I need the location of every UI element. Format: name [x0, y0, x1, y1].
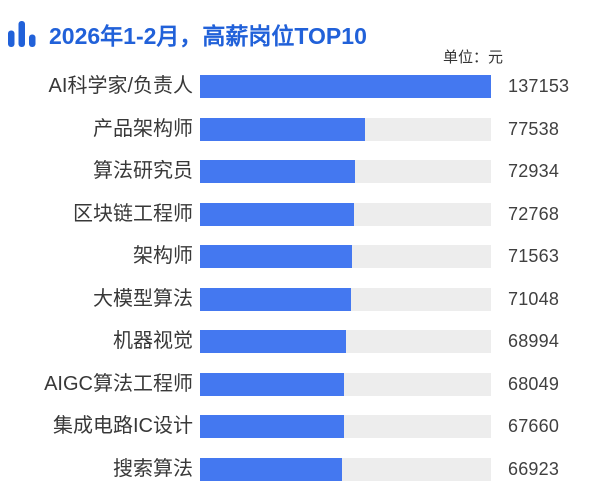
bar-label: AI科学家/负责人: [48, 75, 193, 97]
bar-label: 集成电路IC设计: [53, 415, 193, 437]
bar-fill: [200, 330, 347, 353]
bar-value: 68049: [508, 373, 560, 394]
bar-value: 72768: [508, 203, 560, 224]
page-header: 2026年1-2月，高薪岗位TOP10: [8, 17, 367, 51]
bar-value: 68994: [508, 331, 560, 351]
bar-row: 产品架构师 77538: [0, 117, 604, 141]
bar-fill: [200, 75, 491, 98]
bar-fill: [200, 202, 355, 226]
bar-value: 66923: [508, 458, 560, 479]
bar-row: 区块链工程师 72768: [0, 202, 604, 226]
bar-label: 搜索算法: [113, 457, 193, 480]
bar-value: 67660: [508, 416, 560, 436]
bar-track: [200, 202, 491, 226]
bar-label: 产品架构师: [93, 117, 193, 140]
bar-row: 大模型算法 71048: [0, 287, 604, 311]
bar-value: 72934: [508, 161, 560, 181]
bar-fill: [200, 160, 355, 183]
bar-label: AIGC算法工程师: [44, 372, 193, 395]
page-title: 2026年1-2月，高薪岗位TOP10: [49, 23, 367, 49]
bar-row: 搜索算法 66923: [0, 457, 604, 481]
bar-row: 集成电路IC设计 67660: [0, 415, 604, 438]
bar-label: 架构师: [133, 245, 193, 267]
bar-value: 71048: [508, 288, 560, 309]
bar-track: [200, 75, 491, 98]
bar-value: 77538: [508, 118, 560, 139]
bar-track: [200, 457, 491, 481]
unit-label: 单位：元: [442, 49, 503, 66]
bar-row: AI科学家/负责人 137153: [0, 75, 604, 98]
bar-track: [200, 287, 491, 311]
bar-track: [200, 117, 491, 141]
bar-row: 算法研究员 72934: [0, 160, 604, 183]
bar-row: 架构师 71563: [0, 245, 604, 268]
bar-rows: AI科学家/负责人 137153 产品架构师 77538 算法研究员 72934…: [0, 75, 604, 500]
bar-fill: [200, 287, 351, 311]
bar-value: 71563: [508, 246, 560, 266]
bar-fill: [200, 372, 345, 396]
bar-track: [200, 245, 491, 268]
bar-label: 机器视觉: [113, 330, 193, 352]
bar-chart-icon: [8, 21, 36, 47]
bar-label: 区块链工程师: [73, 202, 193, 225]
bar-track: [200, 330, 491, 353]
bar-fill: [200, 117, 365, 141]
bar-label: 算法研究员: [93, 160, 193, 182]
bar-track: [200, 415, 491, 438]
bar-fill: [200, 245, 352, 268]
bar-label: 大模型算法: [93, 287, 193, 310]
bar-fill: [200, 415, 344, 438]
bar-track: [200, 160, 491, 183]
bar-row: 机器视觉 68994: [0, 330, 604, 353]
bar-value: 137153: [508, 76, 570, 96]
bar-track: [200, 372, 491, 396]
bar-fill: [200, 457, 342, 481]
bar-row: AIGC算法工程师 68049: [0, 372, 604, 396]
